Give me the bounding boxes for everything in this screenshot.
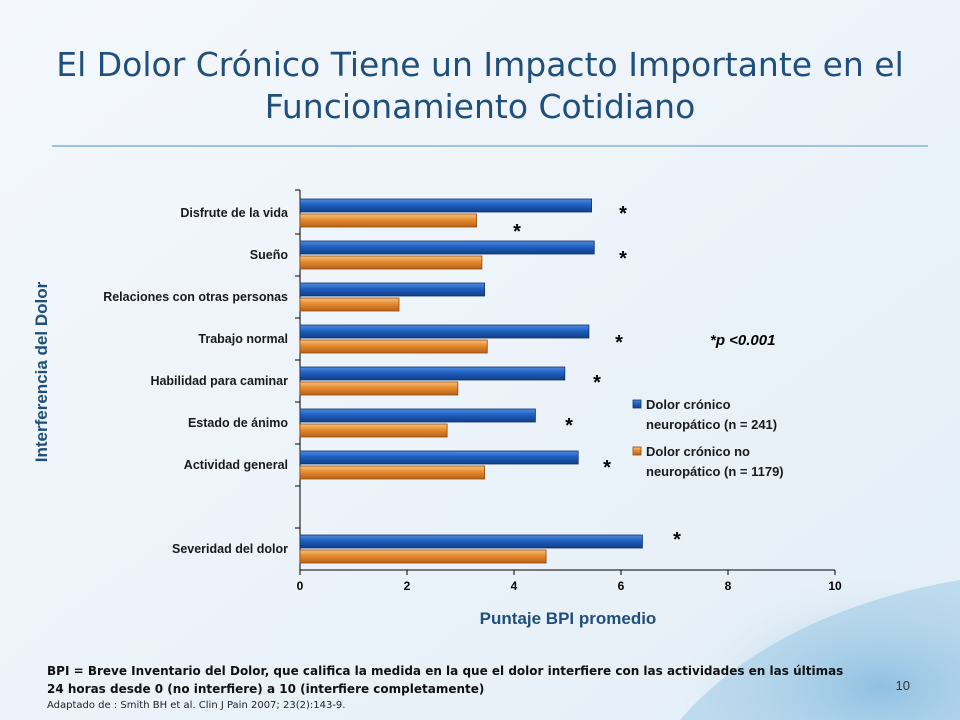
title-divider xyxy=(52,145,928,147)
significance-asterisk: * xyxy=(673,529,681,551)
category-label: Estado de ánimo xyxy=(188,416,288,430)
x-tick-label: 10 xyxy=(828,579,842,593)
legend-swatch xyxy=(632,399,642,409)
bar-non-neuropathic xyxy=(299,381,459,396)
bar-non-neuropathic xyxy=(299,339,488,354)
bar-neuropathic xyxy=(299,240,595,255)
legend-swatch xyxy=(632,446,642,456)
x-tick-label: 0 xyxy=(297,579,304,593)
x-axis-title: Puntaje BPI promedio xyxy=(480,609,657,628)
x-tick-label: 4 xyxy=(511,579,518,593)
category-label: Habilidad para caminar xyxy=(150,374,288,388)
category-label: Severidad del dolor xyxy=(172,542,288,556)
bar-non-neuropathic xyxy=(299,549,547,564)
category-label: Actividad general xyxy=(184,458,288,472)
bpi-footnote: BPI = Breve Inventario del Dolor, que ca… xyxy=(47,664,844,696)
significance-asterisk: * xyxy=(513,221,521,243)
significance-asterisk: * xyxy=(603,457,611,479)
bar-non-neuropathic xyxy=(299,297,400,312)
bar-neuropathic xyxy=(299,366,566,381)
significance-asterisk: * xyxy=(619,248,627,270)
significance-asterisk: * xyxy=(619,203,627,225)
slide-title: El Dolor Crónico Tiene un Impacto Import… xyxy=(56,45,904,126)
legend-label: Dolor crónico neuropático (n = 241) xyxy=(646,397,777,432)
bar-non-neuropathic xyxy=(299,423,448,438)
x-tick-label: 6 xyxy=(618,579,625,593)
category-label: Disfrute de la vida xyxy=(180,206,289,220)
significance-asterisk: * xyxy=(615,332,623,354)
legend-label: Dolor crónico no neuropático (n = 1179) xyxy=(646,444,784,479)
x-tick-label: 8 xyxy=(725,579,732,593)
bar-neuropathic xyxy=(299,450,579,465)
bar-neuropathic xyxy=(299,198,592,213)
bar-non-neuropathic xyxy=(299,255,483,270)
bar-neuropathic xyxy=(299,408,536,423)
significance-asterisk: * xyxy=(593,372,601,394)
page-number: 10 xyxy=(895,678,910,693)
x-tick-label: 2 xyxy=(404,579,411,593)
category-label: Trabajo normal xyxy=(198,332,288,346)
bar-non-neuropathic xyxy=(299,465,485,480)
bar-neuropathic xyxy=(299,534,643,549)
category-label: Sueño xyxy=(250,248,289,262)
p-value-note: *p <0.001 xyxy=(710,332,775,349)
bar-non-neuropathic xyxy=(299,213,477,228)
bar-neuropathic xyxy=(299,282,485,297)
source-citation: Adaptado de : Smith BH et al. Clin J Pai… xyxy=(47,700,346,711)
significance-asterisk: * xyxy=(565,415,573,437)
bar-neuropathic xyxy=(299,324,590,339)
y-axis-title: Interferencia del Dolor xyxy=(32,281,51,462)
category-label: Relaciones con otras personas xyxy=(103,290,288,304)
